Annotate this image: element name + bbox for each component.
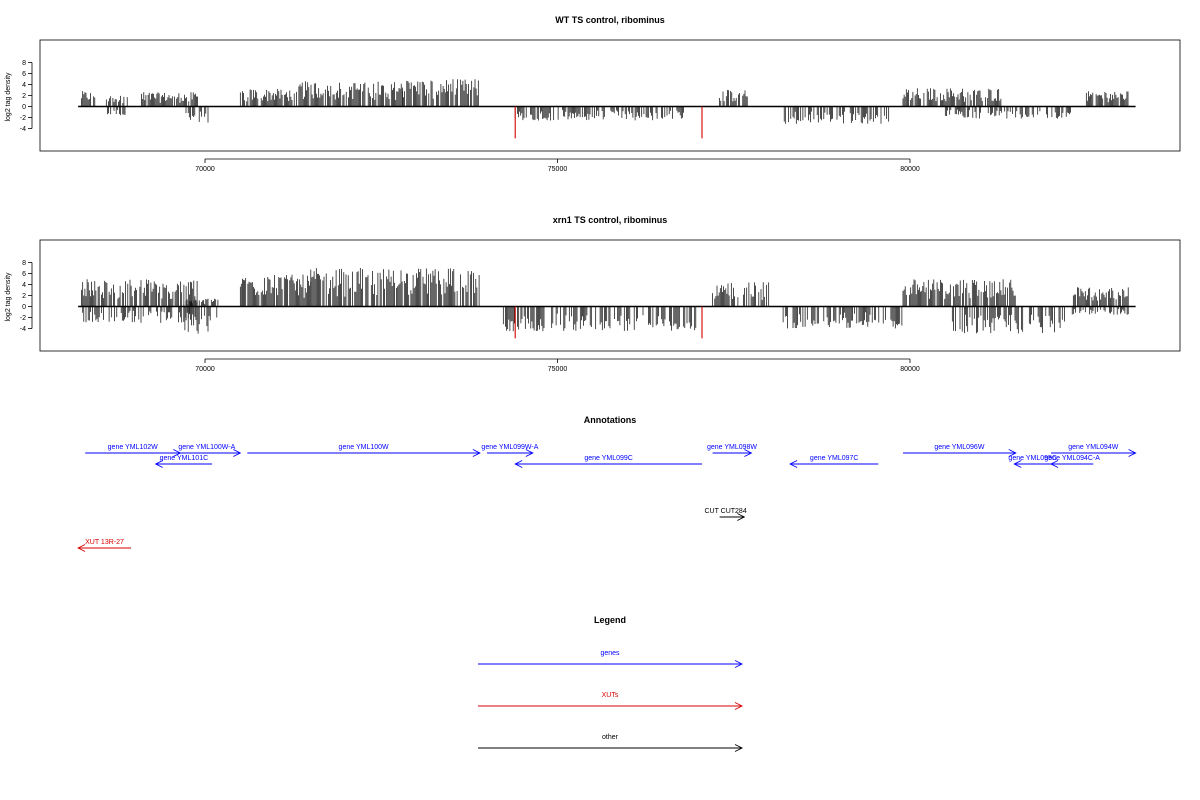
- annotation-label: gene YML102W: [108, 444, 158, 451]
- annotation-arrow: [173, 449, 242, 457]
- arrow-head: [744, 449, 753, 457]
- annotation-arrow: [903, 449, 1017, 457]
- annotation-label: gene YML099C: [584, 455, 633, 462]
- annotation-arrow: [77, 544, 131, 552]
- annotation-arrow: [1049, 460, 1094, 468]
- arrow-head: [472, 449, 481, 457]
- xrn1-y-axis: 8 6 4 2 0 -2 -4: [20, 260, 33, 333]
- wt-panel: WT TS control, ribominus log2 tag densit…: [5, 15, 1181, 173]
- y-tick-label: 6: [22, 271, 26, 278]
- arrow-head: [737, 513, 746, 521]
- arrow-head: [734, 744, 744, 752]
- xrn1-bars: [78, 268, 1136, 339]
- xrn1-x-axis: 70000 75000 80000: [195, 358, 920, 373]
- annotation-label: gene YML094W: [1068, 444, 1118, 451]
- x-tick-label: 75000: [548, 166, 568, 173]
- arrow-head: [1049, 460, 1059, 468]
- legend-items: genes XUTs other: [478, 650, 744, 752]
- legend-label: other: [602, 734, 619, 741]
- x-tick-label: 80000: [900, 366, 920, 373]
- legend-arrow: [478, 660, 744, 668]
- arrow-head: [1013, 460, 1022, 468]
- wt-chart-title: WT TS control, ribominus: [555, 15, 665, 25]
- y-tick-label: -2: [20, 315, 26, 322]
- annotation-arrow: [1013, 460, 1051, 468]
- annotation-arrow: [1051, 449, 1137, 457]
- arrow-head: [1008, 449, 1017, 457]
- annotation-label: XUT 13R-27: [85, 539, 124, 546]
- annotation-label: gene YML094C-A: [1044, 455, 1100, 462]
- annotation-arrow: [154, 460, 213, 468]
- legend: Legend genes XUTs other: [478, 615, 744, 752]
- arrow-head: [233, 449, 242, 457]
- x-tick-label: 75000: [548, 366, 568, 373]
- y-tick-label: 8: [22, 60, 26, 67]
- wt-plot-frame: [39, 39, 1181, 152]
- annotation-arrow: [712, 449, 753, 457]
- arrow-head: [525, 449, 534, 457]
- y-tick-label: 0: [22, 304, 26, 311]
- xrn1-y-axis-label: log2 tag density: [5, 272, 12, 322]
- annotation-arrow: [789, 460, 879, 468]
- annotation-label: gene YML097C: [810, 455, 859, 462]
- y-tick-label: 2: [22, 293, 26, 300]
- wt-y-axis: 8 6 4 2 0 -2 -4: [20, 60, 33, 133]
- annotation-label: gene YML100W: [339, 444, 389, 451]
- annotations-section: Annotations gene YML102W gene YML100W-A ge…: [77, 415, 1137, 552]
- annotation-label: gene YML095C: [1008, 455, 1057, 462]
- y-tick-label: 4: [22, 82, 26, 89]
- xrn1-plot-frame: [39, 239, 1181, 352]
- xrn1-chart-title: xrn1 TS control, ribominus: [553, 215, 668, 225]
- annotation-arrow: [247, 449, 481, 457]
- legend-label: genes: [600, 650, 620, 657]
- y-tick-label: 6: [22, 71, 26, 78]
- arrow-head: [77, 544, 86, 552]
- x-tick-label: 70000: [195, 366, 215, 373]
- legend-title: Legend: [594, 615, 626, 625]
- legend-arrow: [478, 744, 744, 752]
- arrow-head: [734, 660, 744, 668]
- annotation-label: gene YML098W: [707, 444, 757, 451]
- y-tick-label: 0: [22, 104, 26, 111]
- arrow-head: [734, 702, 744, 710]
- annotation-arrow: [514, 460, 702, 468]
- annotation-arrow: [487, 449, 534, 457]
- annotation-label: gene YML099W-A: [481, 444, 538, 451]
- y-tick-label: 8: [22, 260, 26, 267]
- xrn1-panel: xrn1 TS control, ribominus log2 tag dens…: [5, 215, 1181, 373]
- wt-x-axis: 70000 75000 80000: [195, 158, 920, 173]
- wt-bars: [78, 79, 1136, 139]
- arrow-head: [514, 460, 523, 468]
- annotation-tracks: gene YML102W gene YML100W-A gene YML100W ge…: [77, 444, 1137, 552]
- annotation-label: CUT CUT284: [704, 508, 746, 515]
- annotations-title: Annotations: [584, 415, 637, 425]
- annotation-label: gene YML101C: [160, 455, 209, 462]
- annotation-label: gene YML100W-A: [178, 444, 235, 451]
- y-tick-label: -4: [20, 326, 26, 333]
- annotation-label: gene YML096W: [934, 444, 984, 451]
- x-tick-label: 80000: [900, 166, 920, 173]
- annotation-arrow: [719, 513, 746, 521]
- arrow-head: [1128, 449, 1137, 457]
- y-tick-label: -4: [20, 126, 26, 133]
- legend-label: XUTs: [602, 692, 619, 699]
- y-tick-label: -2: [20, 115, 26, 122]
- y-tick-label: 2: [22, 93, 26, 100]
- arrow-head: [154, 460, 163, 468]
- y-tick-label: 4: [22, 282, 26, 289]
- wt-y-axis-label: log2 tag density: [5, 72, 12, 122]
- x-tick-label: 70000: [195, 166, 215, 173]
- arrow-head: [789, 460, 798, 468]
- legend-arrow: [478, 702, 744, 710]
